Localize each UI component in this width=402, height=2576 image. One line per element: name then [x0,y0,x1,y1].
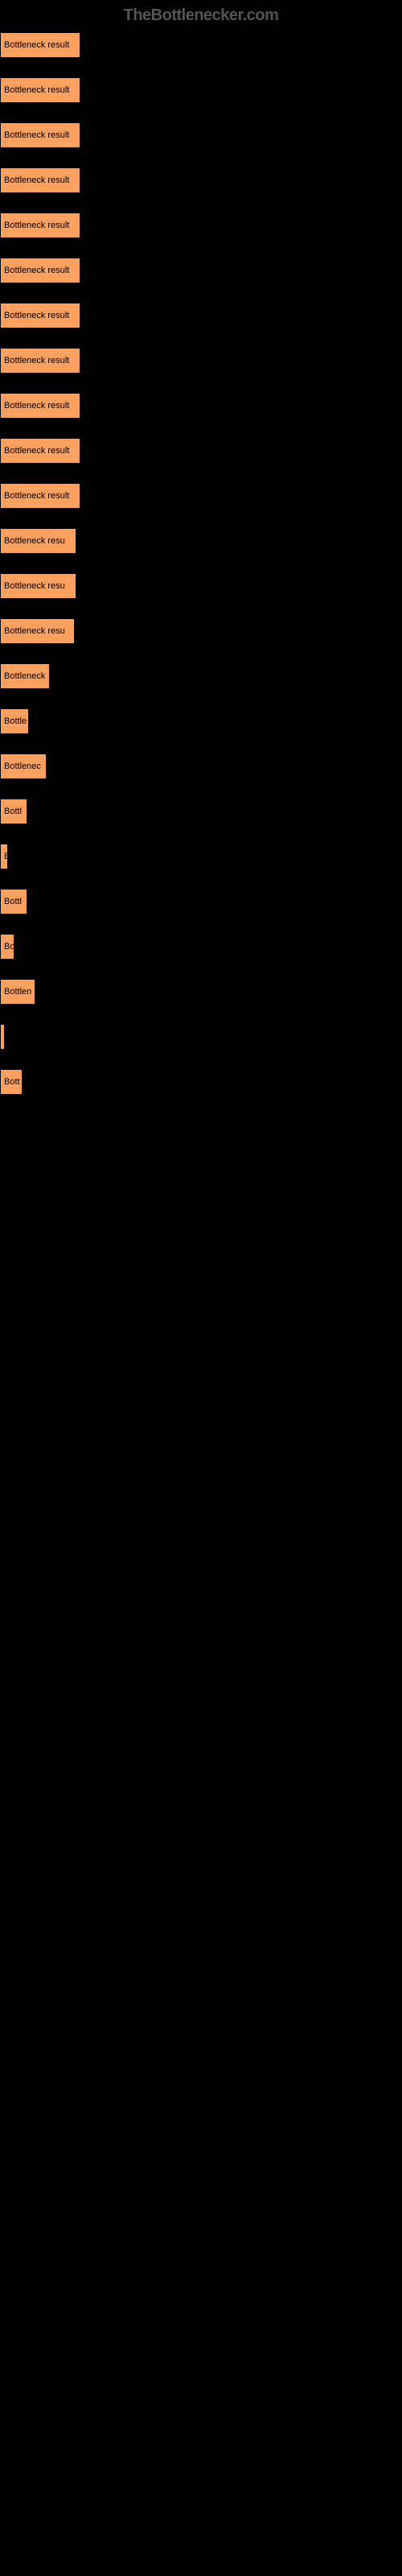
bar: Bottleneck result [0,258,80,283]
bar-row: Bottlen [0,979,402,1005]
bar-label: Bottleneck [4,671,45,681]
bar: Bottlen [0,979,35,1005]
bar: Bottleneck result [0,167,80,193]
bar-row: Bottleneck [0,663,402,689]
bar-label: Bottleneck result [4,175,69,185]
bar-row: Bottleneck resu [0,618,402,644]
bar-row: B [0,844,402,869]
bar: B [0,844,8,869]
bar-label: Bottleneck result [4,266,69,275]
bar-label: Bottleneck resu [4,626,65,636]
bar-row [0,1024,402,1050]
bar-label: Bottlen [4,987,31,997]
bar: Bottl [0,799,27,824]
bar-label: Bottlenec [4,762,41,771]
bar-label: Bottl [4,897,22,906]
bar: Bottleneck result [0,393,80,419]
bar-row: Bottleneck result [0,303,402,328]
bar-row: Bottleneck result [0,167,402,193]
bar-row: Bottleneck resu [0,573,402,599]
bar: Bottleneck result [0,77,80,103]
bar-row: Bottleneck result [0,393,402,419]
bar-row: Bottleneck result [0,483,402,509]
bar: Bottleneck result [0,122,80,148]
bar-label: Bottleneck result [4,311,69,320]
bar-row: Bottleneck result [0,77,402,103]
bar-row: Bottleneck result [0,213,402,238]
bar-row: Bottleneck result [0,122,402,148]
bar-label: Bottleneck result [4,85,69,95]
bar: Bottle [0,708,29,734]
bar-row: Bottleneck resu [0,528,402,554]
bar: Bottleneck resu [0,573,76,599]
bar-row: Bo [0,934,402,960]
bar: Bottleneck result [0,303,80,328]
bar-row: Bottl [0,889,402,914]
bar: Bottl [0,889,27,914]
bar-row: Bottle [0,708,402,734]
bar-label: Bottleneck result [4,491,69,501]
bar-label: Bottleneck result [4,356,69,365]
bar: Bottleneck result [0,348,80,374]
bar-label: Bottle [4,716,27,726]
bar-label: Bottleneck resu [4,536,65,546]
bar-label: Bottl [4,807,22,816]
bar-label: Bottleneck result [4,446,69,456]
bar-row: Bottlenec [0,753,402,779]
bar: Bottleneck [0,663,50,689]
bars-container: Bottleneck result Bottleneck result Bottle… [0,32,402,1114]
bar-label: B [4,852,8,861]
bar-row: Bottleneck result [0,32,402,58]
bar-label: Bottleneck result [4,401,69,411]
watermark-text: TheBottlenecker.com [124,6,279,25]
bar-label: Bo [4,942,14,952]
bar-row: Bottleneck result [0,348,402,374]
bar-label: Bottleneck result [4,130,69,140]
bar: Bottleneck resu [0,618,75,644]
bar: Bottleneck result [0,213,80,238]
bar-label: Bottleneck result [4,40,69,50]
bar-row: Bott [0,1069,402,1095]
bar: Bottleneck resu [0,528,76,554]
bar-row: Bottleneck result [0,258,402,283]
bar-row: Bottl [0,799,402,824]
bar-label: Bottleneck result [4,221,69,230]
bar-label: Bottleneck resu [4,581,65,591]
bar: Bottleneck result [0,438,80,464]
bar [0,1024,5,1050]
bar: Bott [0,1069,23,1095]
bar: Bottleneck result [0,483,80,509]
bar: Bo [0,934,14,960]
bar-row: Bottleneck result [0,438,402,464]
bar: Bottleneck result [0,32,80,58]
bar: Bottlenec [0,753,47,779]
bar-label: Bott [4,1077,20,1087]
